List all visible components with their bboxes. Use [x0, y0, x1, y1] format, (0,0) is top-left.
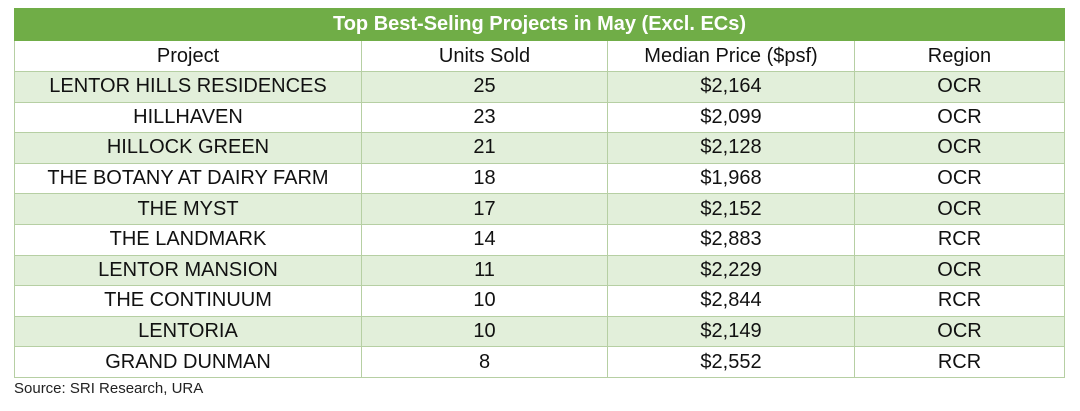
table-row: LENTORIA 10 $2,149 OCR [14, 315, 1065, 348]
table-row: THE BOTANY AT DAIRY FARM 18 $1,968 OCR [14, 162, 1065, 195]
column-header-units-sold: Units Sold [361, 40, 608, 72]
source-note: Source: SRI Research, URA [14, 380, 204, 397]
median-price-cell: $2,149 [607, 315, 855, 348]
project-cell: LENTOR HILLS RESIDENCES [14, 71, 362, 103]
project-cell: THE MYST [14, 193, 362, 225]
project-cell: GRAND DUNMAN [14, 346, 362, 378]
table-title-row: Top Best-Seling Projects in May (Excl. E… [14, 8, 1065, 41]
region-cell: RCR [854, 346, 1065, 378]
region-cell: OCR [854, 162, 1065, 195]
median-price-cell: $2,128 [607, 132, 855, 164]
units-sold-cell: 10 [361, 285, 608, 317]
median-price-cell: $2,552 [607, 346, 855, 378]
column-header-median-price: Median Price ($psf) [607, 40, 855, 72]
median-price-cell: $2,164 [607, 71, 855, 103]
table-row: LENTOR HILLS RESIDENCES 25 $2,164 OCR [14, 71, 1065, 103]
region-cell: OCR [854, 193, 1065, 225]
median-price-cell: $2,844 [607, 285, 855, 317]
column-header-region: Region [854, 40, 1065, 72]
project-cell: THE BOTANY AT DAIRY FARM [14, 162, 362, 195]
project-cell: THE CONTINUUM [14, 285, 362, 317]
region-cell: RCR [854, 285, 1065, 317]
project-cell: LENTORIA [14, 315, 362, 348]
units-sold-cell: 8 [361, 346, 608, 378]
region-cell: OCR [854, 315, 1065, 348]
project-cell: LENTOR MANSION [14, 254, 362, 287]
table-row: GRAND DUNMAN 8 $2,552 RCR [14, 346, 1065, 378]
median-price-cell: $2,883 [607, 223, 855, 256]
project-cell: HILLOCK GREEN [14, 132, 362, 164]
table-row: HILLOCK GREEN 21 $2,128 OCR [14, 132, 1065, 164]
table-title: Top Best-Seling Projects in May (Excl. E… [14, 8, 1065, 41]
column-header-project: Project [14, 40, 362, 72]
table-header-row: Project Units Sold Median Price ($psf) R… [14, 40, 1065, 72]
region-cell: OCR [854, 254, 1065, 287]
table-row: HILLHAVEN 23 $2,099 OCR [14, 101, 1065, 134]
units-sold-cell: 21 [361, 132, 608, 164]
table-row: THE LANDMARK 14 $2,883 RCR [14, 223, 1065, 256]
region-cell: OCR [854, 71, 1065, 103]
project-cell: HILLHAVEN [14, 101, 362, 134]
median-price-cell: $2,099 [607, 101, 855, 134]
units-sold-cell: 11 [361, 254, 608, 287]
median-price-cell: $2,229 [607, 254, 855, 287]
units-sold-cell: 14 [361, 223, 608, 256]
units-sold-cell: 18 [361, 162, 608, 195]
best-selling-projects-table: Top Best-Seling Projects in May (Excl. E… [14, 8, 1065, 378]
region-cell: RCR [854, 223, 1065, 256]
region-cell: OCR [854, 132, 1065, 164]
units-sold-cell: 17 [361, 193, 608, 225]
region-cell: OCR [854, 101, 1065, 134]
units-sold-cell: 25 [361, 71, 608, 103]
table-row: THE MYST 17 $2,152 OCR [14, 193, 1065, 225]
median-price-cell: $2,152 [607, 193, 855, 225]
best-selling-projects-table-container: Top Best-Seling Projects in May (Excl. E… [14, 8, 1065, 378]
units-sold-cell: 23 [361, 101, 608, 134]
table-row: THE CONTINUUM 10 $2,844 RCR [14, 285, 1065, 317]
units-sold-cell: 10 [361, 315, 608, 348]
project-cell: THE LANDMARK [14, 223, 362, 256]
table-row: LENTOR MANSION 11 $2,229 OCR [14, 254, 1065, 287]
median-price-cell: $1,968 [607, 162, 855, 195]
